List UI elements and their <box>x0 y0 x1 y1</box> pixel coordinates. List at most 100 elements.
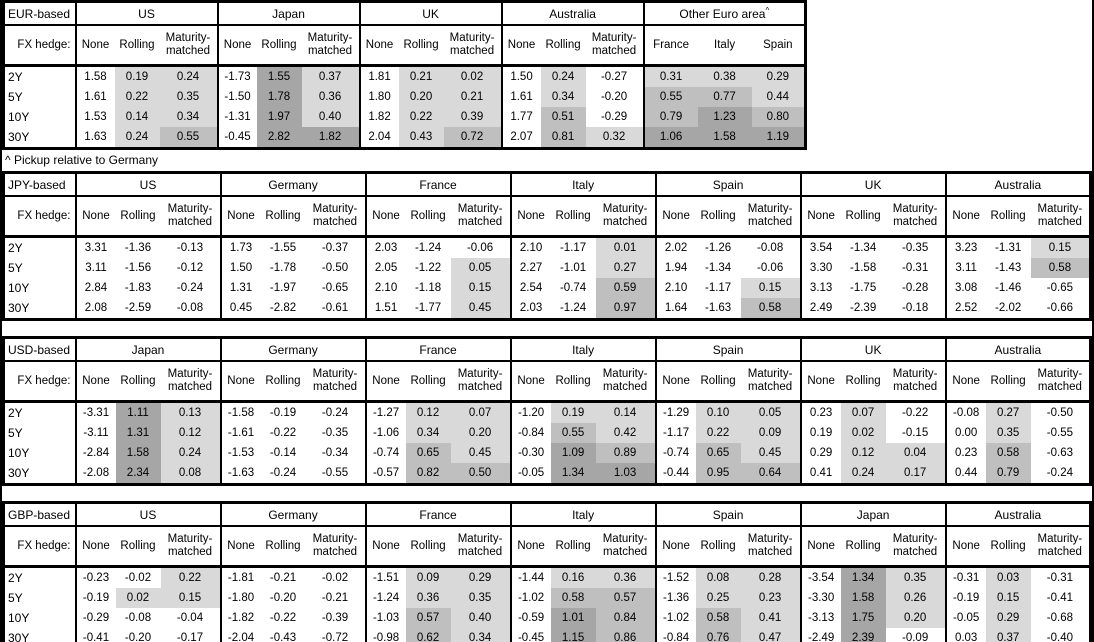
country-name: Germany <box>268 177 318 192</box>
country-header: Australia <box>944 172 1091 197</box>
hedge-column-header: Maturity-matched <box>160 526 221 568</box>
value-cell: 0.21 <box>443 87 502 107</box>
value-cell: 0.36 <box>595 566 656 588</box>
value-cell: 0.35 <box>985 423 1031 443</box>
value-cell: 3.11 <box>944 258 986 278</box>
hedge-column-header: Rolling <box>550 361 596 403</box>
value-cell: 2.82 <box>256 127 302 149</box>
value-cell: 0.45 <box>219 298 261 320</box>
value-cell: -2.08 <box>74 463 116 485</box>
value-cell: 0.24 <box>840 463 886 485</box>
value-cell: 1.58 <box>840 588 886 608</box>
hedge-column-header: Rolling <box>398 25 444 67</box>
value-cell: 2.27 <box>509 258 551 278</box>
country-header: France <box>364 502 511 527</box>
value-cell: 1.94 <box>654 258 696 278</box>
tenor-label: 10Y <box>8 446 30 460</box>
value-cell: -1.51 <box>364 566 406 588</box>
value-cell: -1.34 <box>850 242 877 254</box>
tenor-label: 2Y <box>8 406 23 420</box>
value-cell: -0.24 <box>269 467 297 479</box>
base-currency-label: GBP-based <box>3 502 76 527</box>
value-cell: -2.04 <box>219 628 261 642</box>
value-cell: 2.10 <box>509 236 551 258</box>
value-cell: 0.02 <box>840 423 886 443</box>
table-row: 2Y -3.31 1.11 0.13 -1.58 -0.19 -0.24 -1.27 0.12 0… <box>4 401 1091 423</box>
value-cell: 0.19 <box>114 65 160 87</box>
value-cell: 0.03 <box>944 628 986 642</box>
value-cell: 2.54 <box>509 278 551 298</box>
hedge-column-header: None <box>799 361 841 403</box>
hedge-column-header: None <box>944 196 986 238</box>
value-cell: -0.31 <box>944 566 986 588</box>
hedge-column-header: Maturity-matched <box>740 526 801 568</box>
value-cell: 0.09 <box>740 423 801 443</box>
value-cell: -0.41 <box>1046 592 1073 604</box>
tenor-label: 30Y <box>8 301 30 315</box>
country-name: Spain <box>712 342 744 357</box>
country-name: France <box>419 177 457 192</box>
value-cell: 1.01 <box>550 608 596 628</box>
value-cell: 2.10 <box>654 278 696 298</box>
value-cell: 0.80 <box>751 107 806 127</box>
value-cell: -1.56 <box>124 262 152 274</box>
value-cell: -0.21 <box>269 572 297 584</box>
value-cell: 0.20 <box>450 423 511 443</box>
table-row: 5Y 3.11 -1.56 -0.12 1.50 -1.78 -0.50 2.05 -1.22 0… <box>4 258 1091 278</box>
value-cell: 0.72 <box>443 127 502 149</box>
value-cell: 0.22 <box>398 107 444 127</box>
hedge-column-header: None <box>944 361 986 403</box>
table-row: 30Y 1.63 0.24 0.55 -0.45 2.82 1.82 2.04 0.43 0.72… <box>4 127 806 149</box>
eur-based-table-container: EUR-based US Japan UK Australia Other Euro ar… <box>2 0 1092 150</box>
value-cell: 0.26 <box>885 588 946 608</box>
value-cell: 0.77 <box>697 87 752 107</box>
value-cell: -1.55 <box>269 242 297 254</box>
value-cell: 0.27 <box>985 401 1031 423</box>
value-cell: 1.06 <box>642 127 698 149</box>
value-cell: 0.45 <box>450 443 511 463</box>
value-cell: -0.06 <box>757 262 784 274</box>
country-header: Spain <box>654 337 801 362</box>
hedge-column-header: Maturity-matched <box>885 361 946 403</box>
value-cell: -0.22 <box>269 612 297 624</box>
value-cell: 0.24 <box>540 65 586 87</box>
value-cell: 0.15 <box>985 588 1031 608</box>
country-name: Japan <box>856 507 890 522</box>
value-cell: 0.38 <box>697 65 752 87</box>
value-cell: 1.50 <box>500 65 541 87</box>
hedge-column-header: Rolling <box>260 196 306 238</box>
value-cell: -0.41 <box>74 628 116 642</box>
value-cell: -1.26 <box>704 242 732 254</box>
country-header: Germany <box>219 502 366 527</box>
value-cell: 0.04 <box>885 443 946 463</box>
value-cell: 1.51 <box>364 298 406 320</box>
hedge-column-header: None <box>364 526 406 568</box>
value-cell: 0.36 <box>405 588 451 608</box>
value-cell: -0.29 <box>74 608 116 628</box>
value-cell: 0.37 <box>985 628 1031 642</box>
value-cell: -1.80 <box>219 588 261 608</box>
value-cell: -1.01 <box>559 262 587 274</box>
value-cell: -1.29 <box>654 401 696 423</box>
value-cell: -0.30 <box>509 443 551 463</box>
value-cell: 2.02 <box>654 236 696 258</box>
value-cell: 0.64 <box>740 463 801 485</box>
value-cell: 0.37 <box>301 65 360 87</box>
hedge-column-header: None <box>74 526 116 568</box>
value-cell: 0.13 <box>160 401 221 423</box>
value-cell: -0.09 <box>902 632 929 642</box>
value-cell: -1.03 <box>364 608 406 628</box>
country-header: UK <box>799 172 946 197</box>
tenor-label: 30Y <box>8 631 30 642</box>
value-cell: 0.19 <box>799 423 841 443</box>
value-cell: -1.17 <box>704 282 732 294</box>
value-cell: -1.63 <box>704 302 732 314</box>
value-cell: 1.09 <box>550 443 596 463</box>
value-cell: -1.82 <box>219 608 261 628</box>
value-cell: -0.08 <box>944 401 986 423</box>
value-cell: 0.65 <box>405 443 451 463</box>
hedge-column-header: Italy <box>697 25 752 67</box>
value-cell: -3.30 <box>799 588 841 608</box>
country-name: Australia <box>549 6 596 21</box>
value-cell: 0.25 <box>695 588 741 608</box>
